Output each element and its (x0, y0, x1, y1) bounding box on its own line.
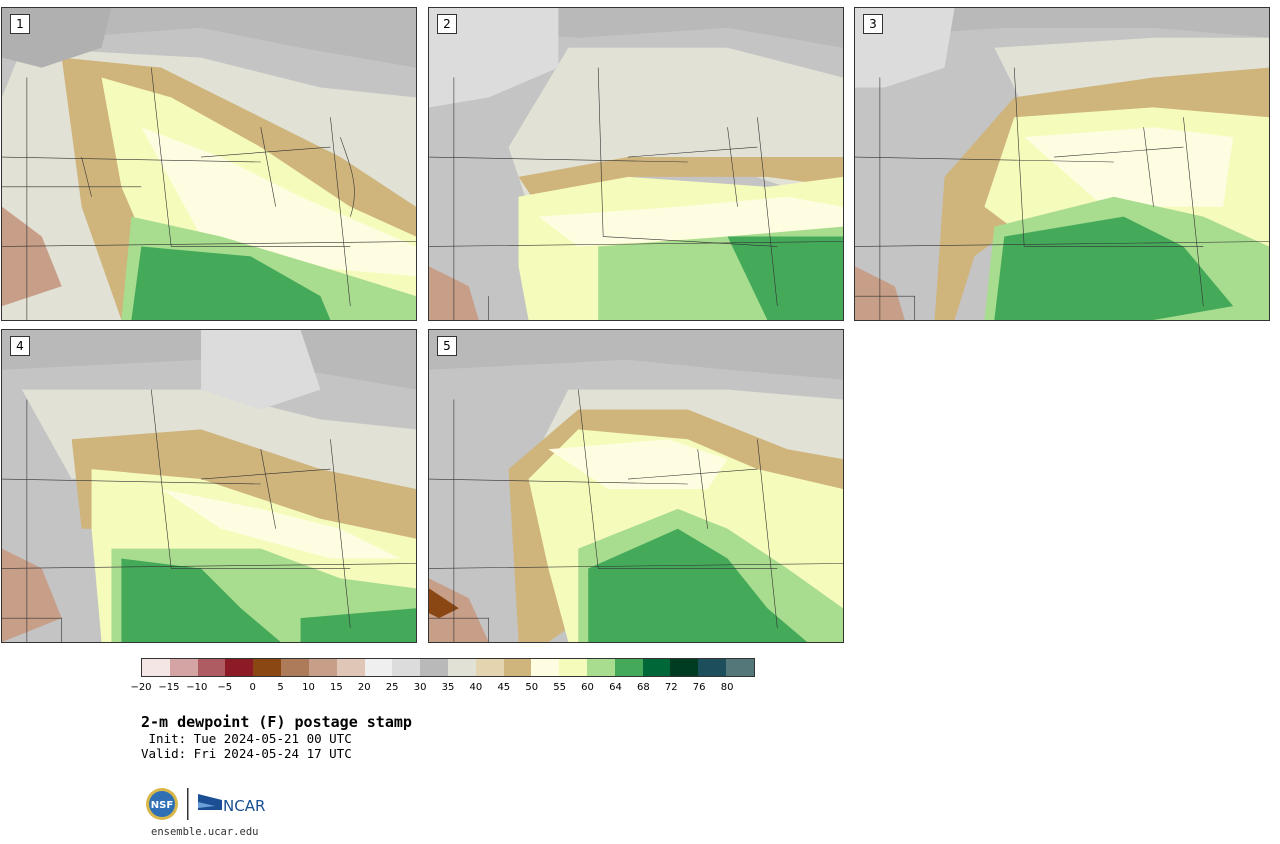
panel-number-label: 3 (863, 14, 883, 34)
colorbar-swatch (475, 659, 504, 676)
ncar-logo-icon: NCAR (198, 794, 265, 815)
colorbar-swatch (698, 659, 727, 676)
colorbar-swatch (531, 659, 560, 676)
colorbar-swatch (142, 659, 170, 676)
colorbar-tick-label: 76 (692, 682, 706, 693)
website-url: ensemble.ucar.edu (151, 826, 259, 838)
colorbar-swatch (392, 659, 421, 676)
postage-stamp-panel-1: 1 (1, 7, 417, 321)
colorbar-tick-label: 15 (329, 682, 343, 693)
dewpoint-map-3 (855, 8, 1269, 320)
colorbar-tick-label: 55 (553, 682, 566, 693)
colorbar-tick-label: 5 (277, 682, 284, 693)
colorbar-swatch (364, 659, 393, 676)
colorbar-swatch (281, 659, 309, 676)
colorbar-tick-label: 30 (413, 682, 427, 693)
colorbar-swatch (726, 659, 754, 676)
colorbar-tick-label: 0 (249, 682, 256, 693)
colorbar-swatch (197, 659, 226, 676)
dewpoint-colorbar (141, 658, 755, 677)
colorbar-tick-labels: −20 −15 −10 −5 0 5 10 15 20 25 30 35 40 45 50 55 60 64 68 7… (130, 682, 755, 696)
colorbar-swatch (503, 659, 532, 676)
dewpoint-map-2 (429, 8, 843, 320)
panel-number-label: 2 (437, 14, 457, 34)
colorbar-tick-label: 72 (664, 682, 678, 693)
svg-text:NCAR: NCAR (223, 797, 265, 815)
colorbar-swatch (642, 659, 671, 676)
colorbar-tick-label: −5 (217, 682, 233, 693)
postage-stamp-panel-3: 3 (854, 7, 1270, 321)
colorbar-tick-label: 25 (385, 682, 399, 693)
postage-stamp-panel-5: 5 (428, 329, 844, 643)
colorbar-swatch (336, 659, 365, 676)
colorbar-swatch (559, 659, 587, 676)
colorbar-swatch (169, 659, 198, 676)
colorbar-tick-label: 45 (497, 682, 511, 693)
dewpoint-map-1 (2, 8, 416, 320)
colorbar-tick-label: 60 (581, 682, 594, 693)
valid-time: Valid: Fri 2024-05-24 17 UTC (141, 746, 352, 761)
panel-number-label: 5 (437, 336, 457, 356)
colorbar-swatch (447, 659, 476, 676)
colorbar-swatch (670, 659, 699, 676)
colorbar-tick-label: −20 (130, 682, 152, 693)
colorbar-tick-label: −15 (158, 682, 180, 693)
init-time: Init: Tue 2024-05-21 00 UTC (141, 731, 352, 746)
panel-number-label: 1 (10, 14, 30, 34)
postage-stamp-panel-4: 4 (1, 329, 417, 643)
dewpoint-map-5 (429, 330, 843, 642)
colorbar-tick-label: 40 (469, 682, 483, 693)
chart-title: 2-m dewpoint (F) postage stamp (141, 713, 412, 731)
nsf-logo-icon: NSF (146, 788, 178, 820)
colorbar-swatch (614, 659, 643, 676)
colorbar-swatch (587, 659, 615, 676)
colorbar-swatch (420, 659, 448, 676)
colorbar-tick-label: 68 (636, 682, 650, 693)
postage-stamp-panel-2: 2 (428, 7, 844, 321)
svg-text:NSF: NSF (151, 800, 173, 811)
colorbar-tick-label: 35 (441, 682, 455, 693)
colorbar-tick-label: −10 (186, 682, 208, 693)
colorbar-tick-label: 50 (525, 682, 539, 693)
colorbar-tick-label: 80 (720, 682, 734, 693)
colorbar-swatch (308, 659, 337, 676)
panel-number-label: 4 (10, 336, 30, 356)
nsf-ncar-logos: NSF NCAR (146, 788, 265, 820)
colorbar-tick-label: 10 (302, 682, 315, 693)
colorbar-tick-label: 20 (357, 682, 371, 693)
colorbar-swatch (225, 659, 254, 676)
colorbar-swatch (253, 659, 282, 676)
colorbar-tick-label: 64 (609, 682, 622, 693)
dewpoint-map-4 (2, 330, 416, 642)
